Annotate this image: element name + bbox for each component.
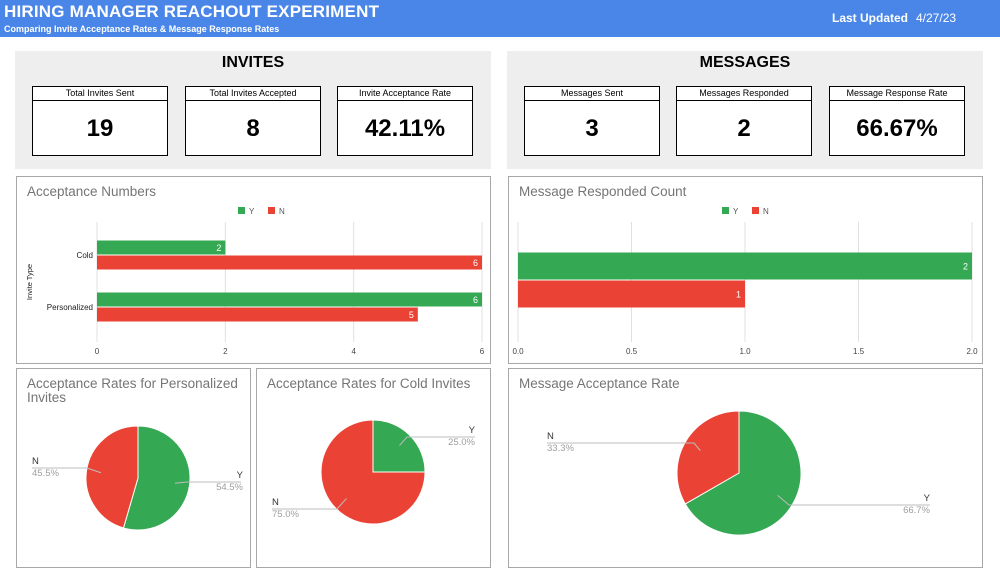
kpi-invite-acceptance-rate: Invite Acceptance Rate 42.11% xyxy=(337,86,473,156)
invites-title: INVITES xyxy=(221,54,285,71)
x-tick-label: 0.5 xyxy=(626,347,638,356)
pie-slice-n xyxy=(85,425,139,529)
category-label: Cold xyxy=(77,251,93,260)
x-tick-label: 0 xyxy=(95,347,100,356)
kpi-messages-responded: Messages Responded 2 xyxy=(676,86,812,156)
pie-slice-y xyxy=(372,419,426,473)
leader-line xyxy=(32,467,102,474)
kpi-label: Message Response Rate xyxy=(830,87,964,101)
legend-swatch-y xyxy=(238,207,245,214)
kpi-value: 8 xyxy=(246,115,260,142)
leader-line xyxy=(175,481,241,484)
legend-label-n: N xyxy=(763,207,769,216)
slice-percent: 33.3% xyxy=(547,443,574,454)
slice-percent: 45.5% xyxy=(32,468,59,479)
slice-label: Y xyxy=(469,425,476,436)
messages-title: MESSAGES xyxy=(699,54,791,71)
legend-label-y: Y xyxy=(249,207,255,216)
kpi-total-invites-accepted: Total Invites Accepted 8 xyxy=(185,86,321,156)
page-title: HIRING MANAGER REACHOUT EXPERIMENT xyxy=(4,2,380,21)
message-responded-chart: 0.0 0.5 1.0 1.5 2.0 Y N 2 1 Message Responded Co… xyxy=(508,176,983,364)
kpi-label: Invite Acceptance Rate xyxy=(338,87,472,101)
bar-y xyxy=(97,240,226,255)
slice-label: N xyxy=(32,456,39,467)
legend-label-n: N xyxy=(279,207,285,216)
x-tick-label: 1.5 xyxy=(853,347,865,356)
bar-n xyxy=(518,280,745,308)
kpi-value: 19 xyxy=(86,115,114,142)
pie-slice-n xyxy=(676,410,740,505)
legend-swatch-y xyxy=(722,207,729,214)
slice-percent: 25.0% xyxy=(448,437,475,448)
kpi-value: 2 xyxy=(737,115,751,142)
data-label: 5 xyxy=(409,310,414,320)
x-tick-label: 6 xyxy=(480,347,485,356)
bar-y xyxy=(97,292,482,307)
leader-line xyxy=(272,498,347,510)
data-label: 6 xyxy=(473,295,478,305)
kpi-label: Messages Sent xyxy=(525,87,659,101)
x-tick-label: 4 xyxy=(351,347,356,356)
data-label: 6 xyxy=(473,258,478,268)
slice-label: N xyxy=(547,431,554,442)
pie-slice-y xyxy=(122,425,191,531)
leader-line xyxy=(777,494,930,506)
personalized-pie-plot: Y54.5% N45.5% xyxy=(32,425,244,531)
kpi-messages-sent: Messages Sent 3 xyxy=(524,86,660,156)
x-tick-label: 1.0 xyxy=(739,347,751,356)
legend-swatch-n xyxy=(268,207,275,214)
legend-swatch-n xyxy=(752,207,759,214)
last-updated-date: 4/27/23 xyxy=(916,11,957,25)
message-acceptance-pie: Y 66.7% N 33.3% Message Acceptance Rate xyxy=(508,368,983,568)
slice-percent: 75.0% xyxy=(272,509,299,520)
chart-title: Acceptance Numbers xyxy=(27,184,157,199)
x-tick-label: 2.0 xyxy=(966,347,978,356)
leader-line xyxy=(547,442,701,451)
cold-acceptance-pie: Y 25.0% N 75.0% Acceptance Rates for Cold I… xyxy=(256,368,491,568)
messages-section: MESSAGES Messages Sent 3 Messages Respon… xyxy=(507,51,983,169)
y-axis-label: Invite Type xyxy=(25,264,34,300)
kpi-value: 42.11% xyxy=(364,115,446,142)
bar-n xyxy=(97,255,482,270)
invites-section: INVITES Total Invites Sent 19 Total Invi… xyxy=(15,51,491,169)
kpi-total-invites-sent: Total Invites Sent 19 xyxy=(32,86,168,156)
page-subtitle: Comparing Invite Acceptance Rates & Mess… xyxy=(4,24,280,34)
chart-title: Acceptance Rates for Cold Invites xyxy=(267,376,471,391)
chart-title: Acceptance Rates for Personalized Invite… xyxy=(27,376,238,405)
kpi-label: Total Invites Sent xyxy=(33,87,167,101)
bar-n xyxy=(97,307,418,322)
slice-percent: 66.7% xyxy=(903,505,930,516)
category-label: Personalized xyxy=(47,303,93,312)
x-tick-label: 0.0 xyxy=(512,347,524,356)
kpi-label: Total Invites Accepted xyxy=(186,87,320,101)
slice-label: Y xyxy=(237,470,244,481)
chart-title: Message Acceptance Rate xyxy=(519,376,680,391)
message-pie-plot: Y66.7% N33.3% xyxy=(547,410,931,536)
last-updated-label: Last Updated xyxy=(832,11,909,25)
kpi-value: 3 xyxy=(585,115,599,142)
acceptance-numbers-plot: 0 2 4 6 Y N Invite Type Cold 2 6 Personalized 6 5 xyxy=(25,207,485,356)
pie-slice-y xyxy=(684,410,802,536)
kpi-value: 66.67% xyxy=(856,115,938,142)
kpi-label: Messages Responded xyxy=(677,87,811,101)
dashboard-header: HIRING MANAGER REACHOUT EXPERIMENT Compa… xyxy=(0,0,1000,37)
personalized-acceptance-pie: Y 54.5% N 45.5% Acceptance Rates for Person… xyxy=(16,368,251,568)
legend-label-y: Y xyxy=(733,207,739,216)
slice-label: Y xyxy=(924,493,931,504)
chart-title: Message Responded Count xyxy=(519,184,687,199)
data-label: 1 xyxy=(736,290,741,300)
data-label: 2 xyxy=(963,262,968,272)
bar-y xyxy=(518,252,972,280)
slice-percent: 54.5% xyxy=(216,482,243,493)
slice-label: N xyxy=(272,497,279,508)
x-tick-label: 2 xyxy=(223,347,228,356)
message-responded-plot: 0.0 0.5 1.0 1.5 2.0 Y N 2 1 xyxy=(512,207,978,356)
cold-pie-plot: Y25.0% N75.0% xyxy=(272,419,476,525)
data-label: 2 xyxy=(216,243,221,253)
kpi-message-response-rate: Message Response Rate 66.67% xyxy=(829,86,965,156)
acceptance-numbers-chart: 0 2 4 6 Y N Invite Type Cold 2 6 Personalized 6 5 Ac… xyxy=(16,176,491,364)
leader-line xyxy=(399,436,475,446)
